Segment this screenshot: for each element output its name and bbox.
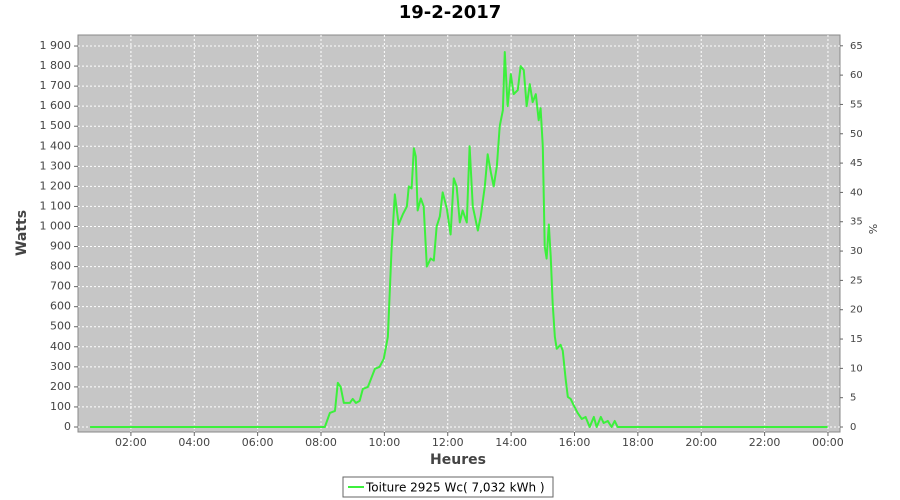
legend-label: Toiture 2925 Wc( 7,032 kWh ): [365, 481, 545, 495]
y2-tick-label: 40: [850, 187, 863, 198]
y-tick-label: 1 700: [40, 79, 72, 92]
y2-tick-label: 35: [850, 217, 863, 228]
x-tick-label: 00:00: [812, 436, 844, 449]
y2-tick-label: 15: [850, 334, 863, 345]
x-tick-label: 20:00: [685, 436, 717, 449]
y-tick-label: 1 000: [40, 219, 72, 232]
y2-axis-label: %: [867, 224, 880, 234]
y2-tick-label: 60: [850, 70, 863, 81]
x-tick-label: 16:00: [559, 436, 591, 449]
y2-tick-label: 10: [850, 363, 863, 374]
y2-tick-label: 55: [850, 99, 863, 110]
y2-tick-label: 0: [850, 422, 856, 433]
chart-title: 19-2-2017: [399, 2, 502, 23]
x-tick-label: 12:00: [432, 436, 464, 449]
y-tick-label: 1 500: [40, 119, 72, 132]
x-tick-label: 06:00: [242, 436, 274, 449]
x-tick-label: 04:00: [178, 436, 210, 449]
y-tick-label: 1 200: [40, 179, 72, 192]
x-tick-label: 10:00: [369, 436, 401, 449]
y-tick-label: 1 900: [40, 39, 72, 52]
y-tick-label: 1 400: [40, 139, 72, 152]
y-tick-label: 200: [50, 380, 71, 393]
y-tick-label: 1 600: [40, 99, 72, 112]
y2-tick-label: 65: [850, 41, 863, 52]
y-tick-label: 100: [50, 400, 71, 413]
y-tick-label: 0: [64, 420, 71, 433]
y-tick-label: 800: [50, 260, 71, 273]
y-tick-label: 1 300: [40, 159, 72, 172]
y2-tick-label: 50: [850, 129, 863, 140]
x-tick-label: 22:00: [749, 436, 781, 449]
y2-tick-label: 25: [850, 275, 863, 286]
y-tick-label: 1 100: [40, 199, 72, 212]
y-tick-label: 900: [50, 240, 71, 253]
y2-tick-label: 20: [850, 305, 863, 316]
y-tick-label: 500: [50, 320, 71, 333]
x-tick-label: 02:00: [115, 436, 147, 449]
x-tick-label: 18:00: [622, 436, 654, 449]
plot-area: [77, 34, 841, 433]
x-axis-label: Heures: [430, 452, 486, 468]
y-tick-label: 400: [50, 340, 71, 353]
legend: [342, 476, 554, 498]
y-tick-label: 300: [50, 360, 71, 373]
x-tick-label: 08:00: [305, 436, 337, 449]
x-tick-label: 14:00: [495, 436, 527, 449]
y2-tick-label: 5: [850, 393, 856, 404]
y-tick-label: 1 800: [40, 59, 72, 72]
data-line: [90, 51, 828, 428]
y-tick-label: 700: [50, 280, 71, 293]
y-axis-label: Watts: [14, 210, 30, 256]
y-tick-label: 600: [50, 300, 71, 313]
y2-tick-label: 45: [850, 158, 863, 169]
y2-tick-label: 30: [850, 246, 863, 257]
